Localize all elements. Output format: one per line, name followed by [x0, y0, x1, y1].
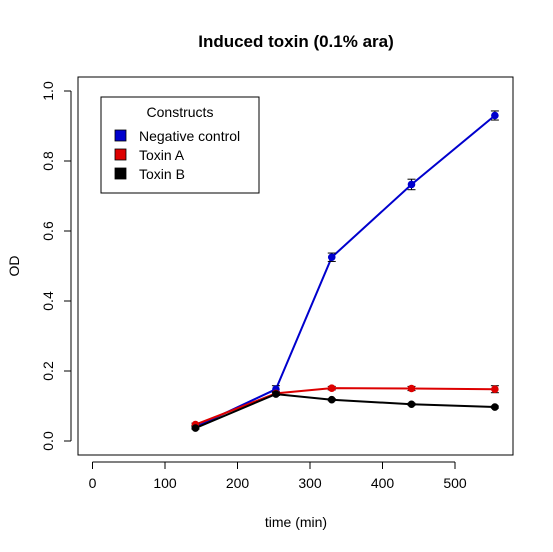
- legend-title: Constructs: [147, 104, 214, 120]
- data-point: [491, 403, 499, 411]
- y-tick-label: 0.4: [40, 291, 56, 311]
- legend-item-label: Negative control: [139, 128, 240, 144]
- data-point: [491, 385, 499, 394]
- y-axis-label: OD: [6, 256, 22, 277]
- y-tick-label: 0.2: [40, 361, 56, 381]
- plot-area-frame: [77, 76, 514, 456]
- series-toxin-b: [191, 390, 499, 432]
- data-point: [407, 180, 416, 189]
- y-tick-label: 1.0: [40, 81, 56, 101]
- legend-item-label: Toxin A: [139, 147, 185, 163]
- x-tick-label: 0: [89, 475, 97, 491]
- data-point: [327, 395, 336, 404]
- legend: Constructs Negative control Toxin A Toxin …: [100, 96, 260, 194]
- x-axis-label: time (min): [265, 514, 327, 530]
- data-point: [407, 400, 416, 409]
- x-tick-label: 200: [226, 475, 250, 491]
- y-tick-label: 0.0: [40, 431, 56, 451]
- legend-items: Negative control Toxin A Toxin B: [114, 128, 240, 182]
- series-layer: [191, 110, 499, 432]
- legend-box: [100, 96, 260, 194]
- x-tick-label: 500: [443, 475, 467, 491]
- data-point: [407, 384, 416, 393]
- x-tick-label: 400: [371, 475, 395, 491]
- legend-item-label: Toxin B: [139, 166, 185, 182]
- x-tick-label: 100: [153, 475, 177, 491]
- y-tick-label: 0.8: [40, 151, 56, 171]
- x-axis: 0 100 200 300 400 500: [89, 461, 467, 491]
- y-axis: 0.0 0.2 0.4 0.6 0.8 1.0: [40, 81, 72, 451]
- data-point: [272, 390, 280, 398]
- legend-swatch: [114, 167, 127, 180]
- chart-title: Induced toxin (0.1% ara): [198, 32, 394, 51]
- legend-swatch: [114, 129, 127, 142]
- x-tick-label: 300: [298, 475, 322, 491]
- data-point: [327, 253, 336, 262]
- data-point: [327, 384, 336, 392]
- data-point: [491, 111, 499, 120]
- legend-swatch: [114, 148, 127, 161]
- data-point: [191, 424, 200, 432]
- y-tick-label: 0.6: [40, 221, 56, 241]
